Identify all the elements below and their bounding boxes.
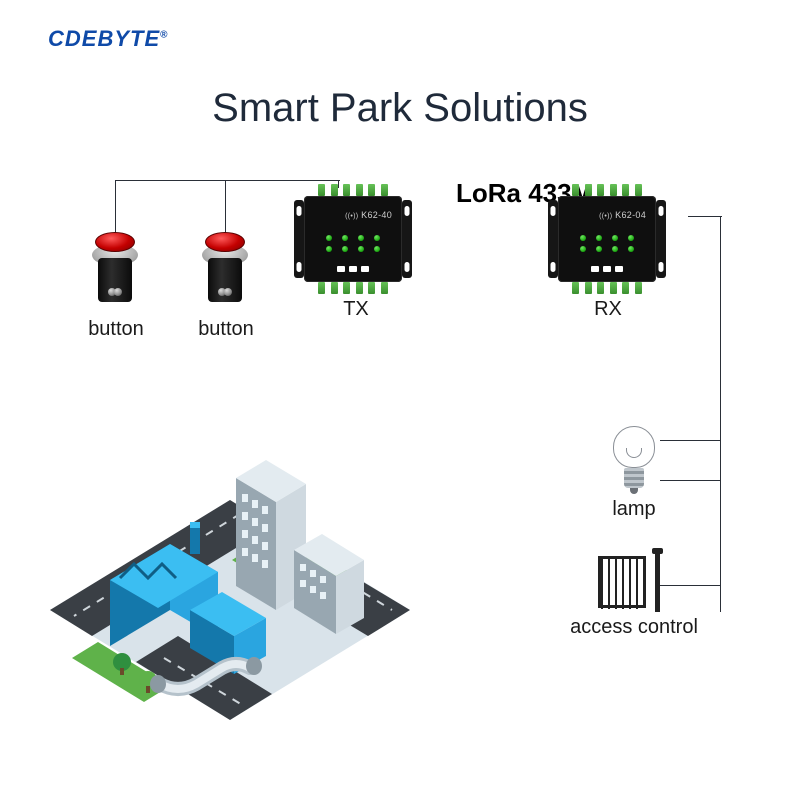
push-button-icon — [89, 232, 141, 310]
wire-rx-right — [688, 216, 722, 217]
rx-label: RX — [588, 298, 628, 321]
wire-button1-drop — [115, 180, 116, 234]
push-button-icon — [199, 232, 251, 310]
wire-lamp-bot — [660, 480, 720, 481]
access-control-icon — [598, 556, 662, 612]
lamp-label: lamp — [598, 498, 670, 521]
tx-label: TX — [336, 298, 376, 321]
access-label: access control — [554, 616, 714, 639]
button2-label: button — [188, 318, 264, 341]
wire-top-bus — [115, 180, 340, 181]
wire-lamp-top — [660, 440, 720, 441]
diagram-canvas: LoRa 433M button button ((•)) K62-40 TX — [0, 0, 800, 800]
rx-module-icon: ((•)) K62-04 — [554, 186, 660, 292]
wire-right-bus — [720, 216, 721, 612]
lamp-icon — [610, 426, 658, 496]
tx-module-icon: ((•)) K62-40 — [300, 186, 406, 292]
button1-label: button — [78, 318, 154, 341]
wire-button2-drop — [225, 180, 226, 234]
wire-access — [660, 585, 720, 586]
smart-park-illustration — [40, 460, 420, 760]
